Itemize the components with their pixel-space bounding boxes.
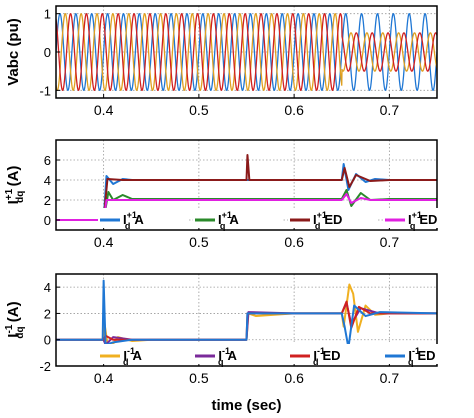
legend-bg: [383, 208, 473, 228]
x-tick-label: 0.5: [189, 370, 209, 386]
legend-bg: [383, 344, 473, 364]
y-label-base: I: [5, 200, 22, 204]
legend-bg: [98, 344, 188, 364]
legend-entry-1: I-1 d A: [98, 344, 188, 367]
legend-label: I+1 d ED: [313, 210, 342, 231]
x-tick-label: 0.5: [189, 102, 209, 118]
legend-entry-4: I-1 q ED: [383, 344, 473, 367]
series-group: [56, 13, 437, 91]
legend-entry-2: I-1 q A: [193, 344, 283, 367]
x-tick-label: 0.6: [284, 102, 304, 118]
x-tick-label: 0.7: [380, 102, 400, 118]
y-tick-label: 0: [44, 45, 51, 60]
x-tick-label: 0.6: [284, 234, 304, 250]
series-line-3: [56, 154, 437, 221]
y-axis-label: I-1dq (A): [4, 301, 26, 338]
y-tick-label: 2: [44, 193, 51, 208]
series-line-4: [56, 279, 437, 349]
series-group: [56, 279, 437, 352]
y-label-sub: dq: [15, 326, 26, 338]
legend-entry-3: I-1 d ED: [288, 344, 378, 367]
y-tick-label: 0: [44, 333, 51, 348]
y-tick-label: -1: [39, 83, 51, 98]
y-label-unit: (A): [5, 166, 22, 191]
chart-panel-2: 0.4 0.5 0.6 0.7 0 2 4 6 I+1dq (A) I+1 d A I+1 q A I+1 d E…: [4, 139, 473, 250]
plot-frame: [55, 273, 438, 367]
y-tick-label: 6: [44, 153, 51, 168]
x-tick-label: 0.4: [94, 234, 114, 250]
y-tick-label: 4: [44, 280, 51, 295]
legend-bg: [193, 344, 283, 364]
y-label-sub: dq: [15, 191, 26, 203]
legend-label: I+1 q A: [218, 210, 239, 231]
plot-frame: [55, 139, 438, 231]
x-axis-label: time (sec): [211, 397, 281, 414]
legend-label: I+1 q ED: [408, 210, 437, 231]
legend-bg: [193, 208, 283, 228]
y-tick-label: 4: [44, 173, 51, 188]
x-tick-label: 0.7: [380, 370, 400, 386]
chart-panel-1: 0.4 0.5 0.6 0.7 -1 0 1 Vabc (pu): [5, 5, 438, 118]
y-axis-label: I+1dq (A): [4, 166, 26, 205]
y-tick-label: 2: [44, 306, 51, 321]
y-label-sup: -1: [4, 324, 15, 333]
y-label-unit: (A): [5, 301, 22, 326]
legend-entry-4: I+1 q ED: [383, 208, 473, 231]
chart-panel-3: 0.4 0.5 0.6 0.7 -2 0 2 4 I-1dq (A) I-1 d A I-1 q A I-1 d…: [4, 273, 473, 386]
legend-label: I-1 d A: [123, 346, 143, 367]
series-line-2: [56, 13, 437, 91]
y-axis-label: Vabc (pu): [5, 18, 22, 86]
legend-label: I-1 q ED: [408, 346, 436, 367]
legend-bg: [98, 208, 188, 228]
x-tick-label: 0.4: [94, 102, 114, 118]
y-label-sup: +1: [4, 188, 15, 200]
series-line-1: [56, 13, 437, 91]
y-label-base: I: [5, 334, 22, 338]
y-tick-label: -2: [39, 359, 51, 374]
y-tick-label: 0: [44, 213, 51, 228]
legend-bg: [288, 208, 378, 228]
x-tick-label: 0.6: [284, 370, 304, 386]
legend-label: I-1 d ED: [313, 346, 341, 367]
x-tick-label: 0.7: [380, 234, 400, 250]
x-tick-label: 0.4: [94, 370, 114, 386]
legend-label: I+1 d A: [123, 210, 144, 231]
series-line-3: [56, 13, 437, 91]
legend-label: I-1 q A: [218, 346, 238, 367]
x-tick-label: 0.5: [189, 234, 209, 250]
y-tick-label: 1: [44, 7, 51, 22]
legend-entry-3: I+1 d ED: [288, 208, 378, 231]
legend-entry-2: I+1 q A: [193, 208, 283, 231]
legend-entry-1: I+1 d A: [98, 208, 188, 231]
legend-bg: [288, 344, 378, 364]
